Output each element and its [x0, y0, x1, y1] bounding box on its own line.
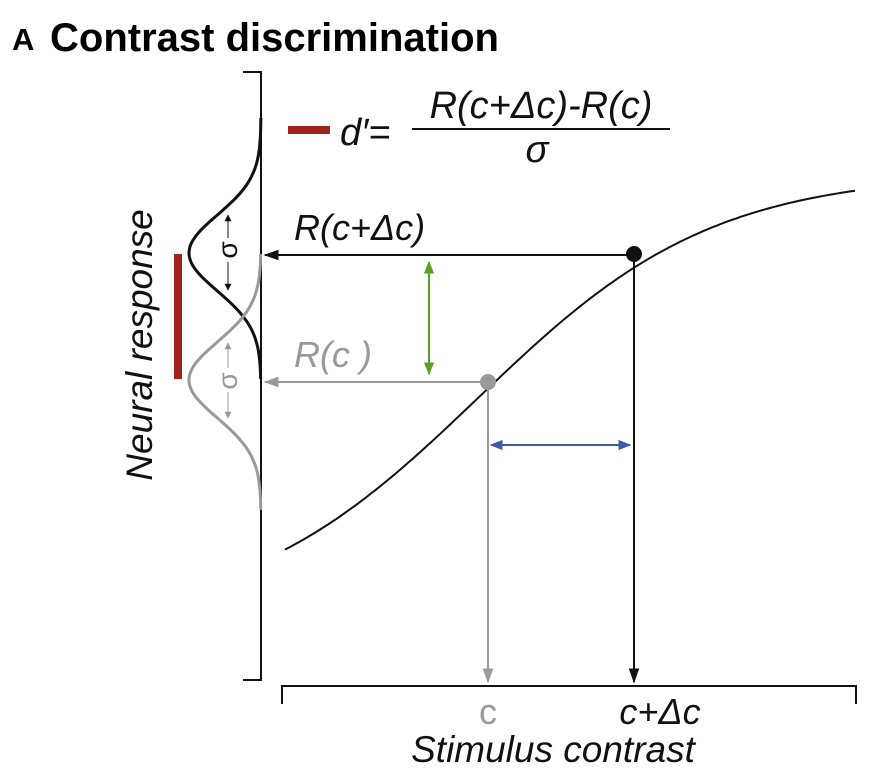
- point-c: [480, 374, 496, 390]
- x-axis-label: Stimulus contrast: [411, 729, 696, 770]
- response-curve: [284, 189, 856, 551]
- panel-letter: A: [12, 22, 34, 57]
- sigma-label-high: σ: [212, 241, 243, 258]
- formula-lhs: d′=: [340, 112, 390, 154]
- gaussian-high-response: [187, 117, 263, 380]
- gaussian-low-response: [187, 253, 263, 511]
- y-axis-bracket: [243, 71, 262, 681]
- formula-numerator: R(c+Δc)-R(c): [430, 85, 653, 127]
- sigma-label-low: σ: [212, 372, 243, 389]
- label-low-response: R(c ): [294, 334, 372, 375]
- point-c-plus-delta: [626, 246, 642, 262]
- panel-title: Contrast discrimination: [50, 16, 499, 60]
- y-axis-label: Neural response: [119, 209, 160, 480]
- label-high-response: R(c+Δc): [294, 207, 425, 248]
- x-tick-label-c-plus-delta: c+Δc: [619, 691, 700, 732]
- x-tick-label-c: c: [479, 691, 497, 732]
- formula-denominator: σ: [526, 129, 551, 171]
- x-axis-bracket: [281, 685, 857, 704]
